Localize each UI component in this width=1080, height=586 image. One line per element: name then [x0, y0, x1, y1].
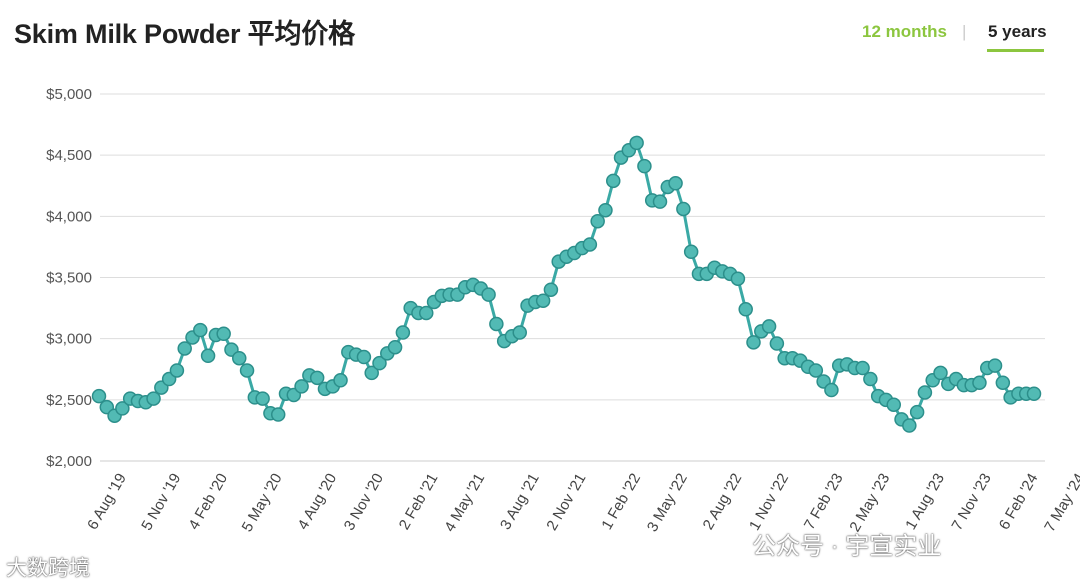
data-point — [333, 373, 348, 388]
data-point — [676, 201, 691, 217]
watermark-right: 公众号 · 宇宣实业 — [752, 533, 942, 560]
data-point — [761, 319, 777, 334]
x-tick-label: 3 Aug '21 — [497, 471, 543, 533]
x-tick-label: 4 May '21 — [441, 470, 488, 534]
data-point — [481, 287, 496, 302]
data-point — [668, 176, 683, 191]
data-point — [200, 348, 216, 364]
data-point — [863, 371, 878, 387]
data-point — [824, 382, 839, 398]
data-point — [419, 305, 434, 321]
x-tick-label: 1 Feb '22 — [598, 471, 644, 533]
data-point — [364, 365, 379, 381]
data-point — [255, 391, 270, 406]
y-tick-label: $2,500 — [46, 392, 92, 409]
data-point — [309, 370, 325, 386]
selected-range-indicator — [987, 49, 1044, 52]
data-point — [489, 316, 504, 332]
x-tick-label: 2 Aug '22 — [700, 471, 746, 533]
y-tick-label: $4,000 — [46, 208, 92, 225]
page-title: Skim Milk Powder 平均价格 — [14, 19, 355, 49]
y-tick-label: $3,000 — [46, 331, 92, 348]
data-point — [169, 363, 185, 378]
range-5-years-button[interactable]: 5 years — [988, 22, 1047, 41]
data-point — [216, 326, 231, 342]
data-point — [270, 407, 286, 422]
data-point — [808, 363, 824, 378]
data-point — [769, 336, 785, 351]
x-tick-label: 2 Nov '21 — [543, 471, 589, 534]
data-point — [972, 375, 987, 390]
data-point — [239, 363, 255, 378]
data-point — [738, 302, 753, 317]
data-point — [582, 237, 598, 252]
data-point — [995, 375, 1011, 390]
y-tick-label: $5,000 — [46, 86, 92, 103]
data-point — [902, 418, 917, 433]
x-tick-label: 3 Nov '20 — [341, 471, 387, 534]
x-tick-label: 4 Feb '20 — [185, 471, 231, 533]
data-point — [193, 322, 208, 338]
x-tick-label: 6 Feb '24 — [996, 471, 1042, 533]
data-point — [232, 350, 247, 366]
x-tick-label: 1 Aug '23 — [902, 471, 948, 533]
data-point — [543, 282, 559, 297]
x-tick-label: 3 May '22 — [644, 471, 691, 535]
data-point — [730, 271, 746, 286]
range-12-months-button[interactable]: 12 months — [862, 22, 948, 41]
x-tick-label: 1 Nov '22 — [746, 471, 792, 534]
x-tick-label: 6 Aug '19 — [84, 471, 130, 533]
data-point — [886, 397, 901, 412]
data-point — [855, 360, 870, 376]
data-point — [683, 244, 699, 260]
data-point — [590, 213, 605, 229]
data-point — [535, 293, 551, 308]
x-tick-label: 2 Feb '21 — [396, 471, 442, 533]
data-point — [177, 341, 192, 356]
data-point — [606, 173, 621, 189]
data-point — [372, 355, 387, 371]
data-point — [356, 349, 372, 365]
data-point — [395, 325, 411, 340]
data-point — [598, 202, 613, 218]
data-point — [652, 194, 668, 209]
data-point — [629, 135, 644, 151]
data-point — [987, 358, 1003, 373]
watermark-left: 大数跨境 — [6, 557, 90, 580]
series-line — [97, 141, 1034, 427]
data-point — [115, 401, 130, 416]
data-point — [746, 335, 761, 350]
x-tick-label: 5 Nov '19 — [138, 471, 184, 534]
x-tick-label: 5 May '20 — [239, 471, 286, 535]
data-point — [294, 379, 309, 394]
data-point — [387, 339, 403, 355]
x-tick-label: 4 Aug '20 — [294, 471, 340, 533]
x-tick-label: 7 May '24 — [1041, 471, 1080, 535]
data-point — [91, 388, 107, 404]
range-separator: | — [962, 22, 967, 41]
x-tick-label: 7 Nov '23 — [949, 471, 995, 534]
data-point — [637, 158, 652, 174]
data-point — [146, 391, 161, 406]
data-point — [909, 404, 925, 420]
y-tick-label: $3,500 — [46, 270, 92, 287]
y-tick-label: $4,500 — [46, 147, 92, 164]
data-point — [1026, 386, 1042, 401]
y-tick-label: $2,000 — [46, 453, 92, 470]
x-tick-label: 7 Feb '23 — [801, 471, 847, 533]
data-point — [917, 385, 933, 400]
data-point — [512, 325, 527, 340]
data-point — [933, 365, 948, 381]
